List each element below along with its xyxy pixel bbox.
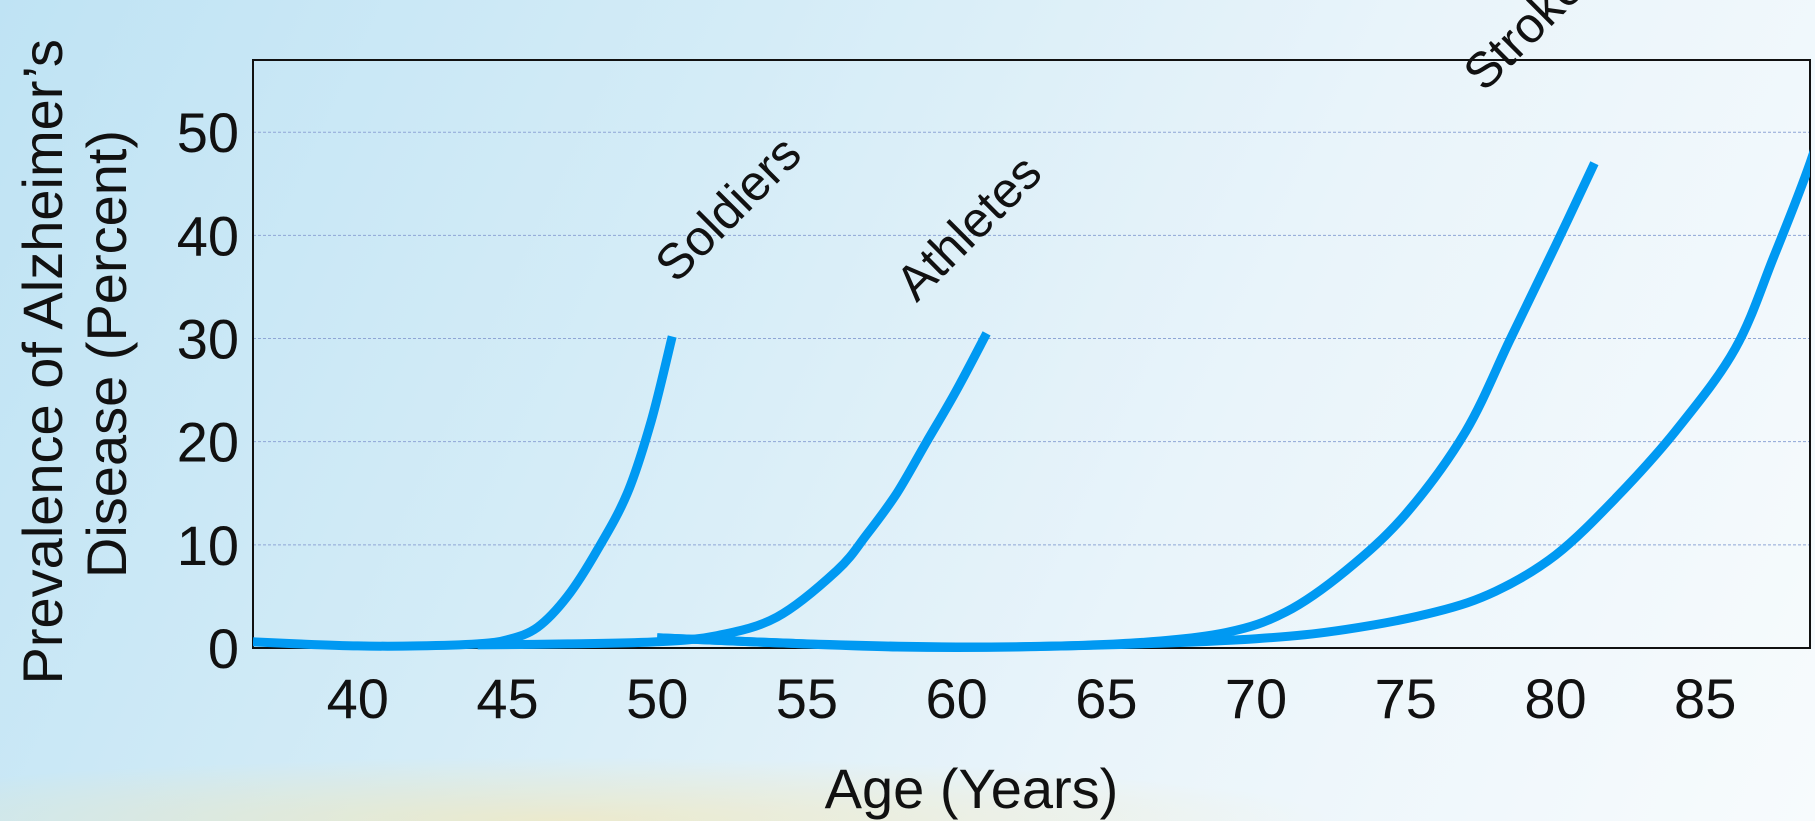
y-tick-20: 20 — [177, 411, 239, 474]
x-tick-70: 70 — [1225, 667, 1287, 730]
grid-layer — [253, 131, 1810, 546]
y-tick-30: 30 — [177, 308, 239, 371]
x-tick-40: 40 — [327, 667, 389, 730]
x-tick-labels: 40 45 50 55 60 65 70 75 80 85 — [327, 667, 1737, 730]
series-layer — [253, 149, 1810, 653]
x-tick-75: 75 — [1375, 667, 1437, 730]
series-line-normal — [657, 149, 1810, 652]
x-tick-45: 45 — [476, 667, 538, 730]
series-label-soldiers: Soldiers — [644, 125, 811, 292]
x-tick-50: 50 — [626, 667, 688, 730]
y-tick-0: 0 — [208, 617, 239, 680]
series-line-soldiers — [253, 335, 677, 651]
y-axis-title-line-2: Disease (Percent) — [75, 130, 138, 578]
y-tick-40: 40 — [177, 204, 239, 267]
y-tick-50: 50 — [177, 101, 239, 164]
x-tick-80: 80 — [1524, 667, 1586, 730]
y-tick-labels: 0 10 20 30 40 50 — [177, 101, 239, 680]
series-label-stroke: Stroke — [1453, 0, 1595, 101]
series-labels: SoldiersAthletesStrokeNormal — [644, 0, 1595, 311]
x-axis-title: Age (Years) — [825, 757, 1119, 820]
y-tick-10: 10 — [177, 514, 239, 577]
plot-frame — [252, 59, 1811, 649]
x-tick-55: 55 — [776, 667, 838, 730]
x-tick-60: 60 — [925, 667, 987, 730]
y-axis-title: Prevalence of Alzheimer’s Disease (Perce… — [11, 24, 138, 685]
x-tick-85: 85 — [1674, 667, 1736, 730]
x-tick-65: 65 — [1075, 667, 1137, 730]
series-label-athletes: Athletes — [885, 144, 1052, 311]
y-axis-title-line-1: Prevalence of Alzheimer’s — [11, 39, 74, 684]
series-line-athletes — [477, 331, 991, 650]
